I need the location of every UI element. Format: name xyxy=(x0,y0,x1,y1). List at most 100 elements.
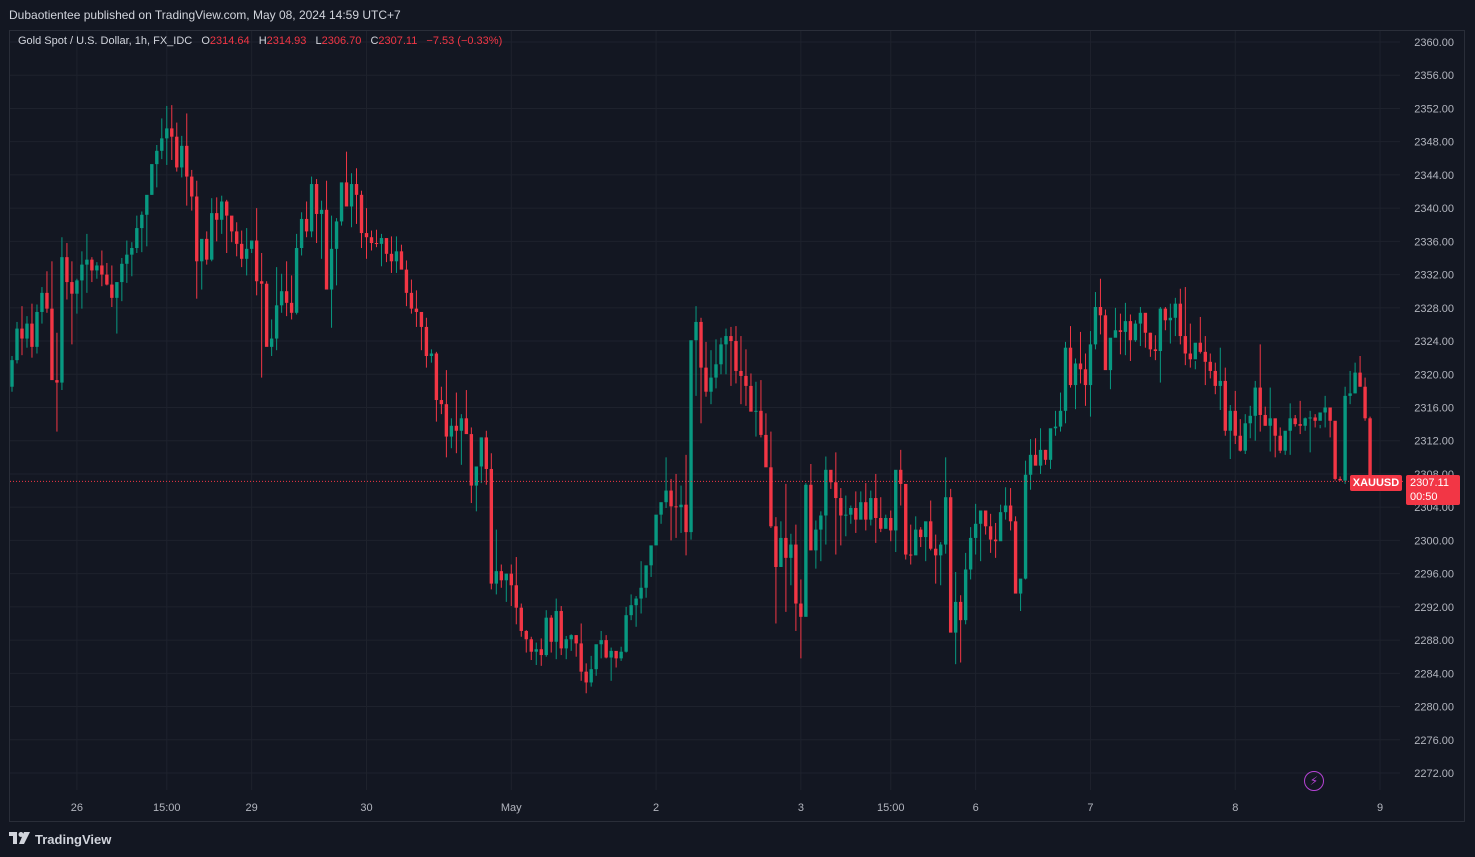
candle-body xyxy=(599,640,603,645)
candle-body xyxy=(95,265,99,271)
candle-body xyxy=(409,292,414,309)
y-tick-label: 2336.00 xyxy=(1414,236,1454,248)
candle-body xyxy=(444,404,449,437)
y-tick-label: 2292.00 xyxy=(1414,602,1454,614)
y-tick-label: 2300.00 xyxy=(1414,535,1454,547)
x-tick-label: 2 xyxy=(653,802,659,814)
candle-body xyxy=(1243,423,1247,451)
price-axis: 2360.00 2356.00 2352.00 2348.00 2344.00 2340.… xyxy=(1414,37,1454,780)
candle-body xyxy=(449,425,454,437)
candle-body xyxy=(634,598,638,606)
candle-body xyxy=(165,128,169,139)
candle-body xyxy=(963,569,968,621)
candle-body xyxy=(1308,417,1312,419)
y-tick-label: 2344.00 xyxy=(1414,170,1454,182)
candle-body xyxy=(709,377,713,392)
candle-body xyxy=(544,617,548,656)
candle-body xyxy=(314,184,319,214)
candle-body xyxy=(1363,386,1367,419)
candle-body xyxy=(1038,449,1043,466)
candle-body xyxy=(983,510,988,527)
candle-body xyxy=(1028,454,1033,475)
symbol-title: Gold Spot / U.S. Dollar, 1h, FX_IDC xyxy=(18,35,193,47)
candle-body xyxy=(854,508,858,520)
x-tick-label: 9 xyxy=(1377,802,1383,814)
y-tick-label: 2324.00 xyxy=(1414,336,1454,348)
candle-body xyxy=(968,537,973,570)
candle-body xyxy=(1303,418,1307,426)
lightning-bolt-icon[interactable]: ⚡ xyxy=(1304,771,1324,791)
candle-body xyxy=(10,360,14,387)
candle-body xyxy=(789,544,793,558)
candle-body xyxy=(494,571,499,584)
candle-body xyxy=(1368,418,1372,482)
candle-body xyxy=(195,196,199,262)
candle-body xyxy=(65,257,69,283)
candle-body xyxy=(1158,308,1163,352)
candle-body xyxy=(1073,363,1078,386)
candle-body xyxy=(264,283,269,347)
candle-body xyxy=(1253,387,1257,416)
candle-body xyxy=(1208,361,1212,371)
candle-body xyxy=(30,323,34,347)
candle-body xyxy=(1173,303,1178,318)
candle-body xyxy=(344,182,349,207)
candle-body xyxy=(369,237,374,244)
candle-body xyxy=(514,585,518,608)
candle-body xyxy=(35,311,39,347)
candle-body xyxy=(624,615,628,652)
candle-body xyxy=(779,537,783,567)
candle-body xyxy=(419,311,424,327)
candle-body xyxy=(889,517,893,531)
candle-body xyxy=(85,259,89,265)
candle-body xyxy=(364,233,369,238)
grid-lines xyxy=(10,31,1400,790)
candle-body xyxy=(284,291,289,303)
chart-frame xyxy=(9,30,1465,822)
candle-body xyxy=(744,375,748,386)
candle-body xyxy=(1153,349,1158,352)
candle-body xyxy=(769,467,773,527)
candle-body xyxy=(978,510,983,524)
x-tick-label: 7 xyxy=(1087,802,1093,814)
candle-body xyxy=(1003,505,1008,513)
candle-body xyxy=(869,498,873,520)
x-tick-label: 26 xyxy=(71,802,83,814)
candle-body xyxy=(1298,424,1302,426)
candle-body xyxy=(579,643,583,672)
candle-body xyxy=(190,176,194,197)
candle-body xyxy=(879,517,883,529)
candle-body xyxy=(105,274,109,285)
candle-body xyxy=(339,182,344,222)
candle-body xyxy=(1138,312,1143,324)
candle-body xyxy=(829,469,833,483)
candle-body xyxy=(1088,344,1093,386)
candle-body xyxy=(569,635,573,640)
candle-body xyxy=(1273,418,1277,436)
candle-body xyxy=(60,257,64,383)
candle-body xyxy=(40,292,44,312)
candle-body xyxy=(534,649,538,652)
candle-body xyxy=(304,218,309,232)
candle-body xyxy=(1068,347,1073,386)
candle-body xyxy=(160,138,164,151)
candle-body xyxy=(25,323,29,339)
candle-body xyxy=(319,209,324,214)
candle-body xyxy=(269,338,274,347)
candle-body xyxy=(434,353,439,401)
y-tick-label: 2296.00 xyxy=(1414,569,1454,581)
candle-body xyxy=(799,603,803,617)
tradingview-brand[interactable]: TradingView xyxy=(9,828,111,850)
candle-body xyxy=(1053,426,1058,429)
candle-body xyxy=(210,213,214,260)
candle-body xyxy=(200,238,204,262)
candle-body xyxy=(749,385,753,412)
candle-body xyxy=(1268,418,1272,426)
candle-body xyxy=(45,292,49,309)
candle-body xyxy=(739,370,743,376)
symbol-price-badge: XAUUSD xyxy=(1350,475,1402,491)
candle-body xyxy=(80,264,84,281)
candle-body xyxy=(289,302,294,313)
candle-body xyxy=(549,617,553,642)
